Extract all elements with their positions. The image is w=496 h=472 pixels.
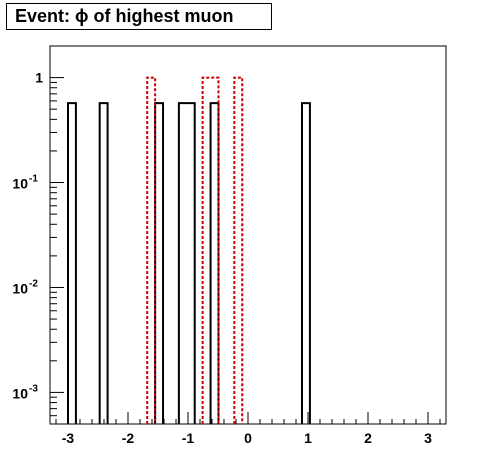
chart-title-text: Event: ϕ of highest muon	[15, 6, 234, 26]
y-tick-exponent: -1	[29, 174, 38, 185]
y-tick-base: 1	[35, 70, 43, 86]
histogram-bar-series0-5	[301, 102, 311, 424]
y-tick-base: 10	[12, 280, 28, 296]
y-tick-label: 10 -1	[12, 174, 38, 192]
y-tick-exponent: -3	[29, 383, 38, 394]
y-tick-label: 1	[35, 70, 43, 86]
histogram-bar-series1-1	[201, 76, 220, 424]
x-tick-label: 0	[244, 430, 252, 446]
histogram-bar-series0-3	[177, 102, 196, 424]
x-tick-label: -1	[182, 430, 195, 446]
series-0	[67, 102, 311, 424]
histogram-bar-series0-1	[98, 102, 109, 424]
x-tick-label: -3	[62, 430, 75, 446]
histogram-bar-series1-2	[233, 76, 244, 424]
x-tick-label: -2	[122, 430, 135, 446]
chart-title: Event: ϕ of highest muon	[6, 3, 272, 30]
histogram-bar-series0-2	[154, 102, 165, 424]
histogram-bar-series1-0	[146, 76, 157, 424]
series-1	[146, 76, 244, 424]
histogram-bar-series0-0	[67, 102, 77, 424]
x-tick-label: 1	[304, 430, 312, 446]
y-tick-base: 10	[12, 176, 28, 192]
plot-frame	[49, 45, 447, 425]
histogram-bar-series0-4	[209, 102, 220, 424]
y-tick-exponent: -2	[29, 278, 38, 289]
y-tick-label: 10 -2	[12, 278, 38, 296]
y-tick-base: 10	[12, 385, 28, 401]
x-tick-label: 2	[364, 430, 372, 446]
x-tick-label: 3	[424, 430, 432, 446]
y-tick-label: 10 -3	[12, 383, 38, 401]
